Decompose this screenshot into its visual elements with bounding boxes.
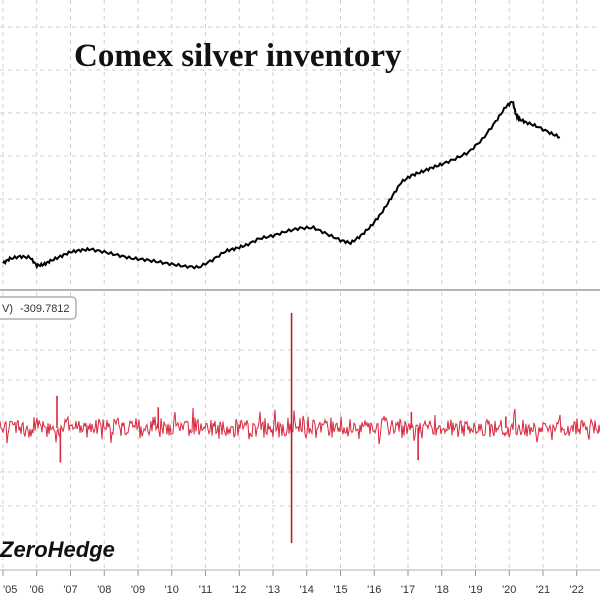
- x-tick-label: '18: [435, 584, 449, 596]
- spike-group: [56, 313, 507, 543]
- x-tick-label: '12: [232, 584, 246, 596]
- x-tick-label: '07: [63, 584, 77, 596]
- change-line: [0, 407, 600, 445]
- x-tick-label: '10: [165, 584, 179, 596]
- grid-lines: [0, 0, 600, 570]
- x-tick-label: '06: [30, 584, 44, 596]
- x-tick-label: '11: [199, 584, 213, 596]
- upper-panel: Comex silver inventory: [2, 38, 561, 270]
- x-tick-label: '21: [536, 584, 550, 596]
- silver-inventory-line: [2, 100, 561, 270]
- x-tick-label: '14: [300, 584, 314, 596]
- x-tick-label: '16: [367, 584, 381, 596]
- value-badge-prefix: V): [2, 303, 13, 315]
- value-badge-value: -309.7812: [20, 303, 70, 315]
- chart-title: Comex silver inventory: [74, 38, 402, 74]
- x-tick-label: '08: [97, 584, 111, 596]
- zerohedge-watermark: ZeroHedge: [0, 537, 115, 562]
- x-tick-label: '05: [3, 584, 17, 596]
- value-badge: [0, 296, 77, 320]
- lower-panel: V) -309.7812 ZeroHedge: [0, 296, 600, 562]
- x-tick-label: '09: [131, 584, 145, 596]
- x-tick-label: '20: [502, 584, 516, 596]
- x-tick-label: '13: [266, 584, 280, 596]
- x-tick-label: '15: [333, 584, 347, 596]
- x-tick-label: '22: [570, 584, 584, 596]
- x-tick-label: '19: [468, 584, 482, 596]
- x-axis-ticks: '05 '06 '07 '08 '09 '10 '11 '12 '13 '14 '15 '16 '17 '…: [2, 570, 584, 596]
- x-tick-label: '17: [401, 584, 415, 596]
